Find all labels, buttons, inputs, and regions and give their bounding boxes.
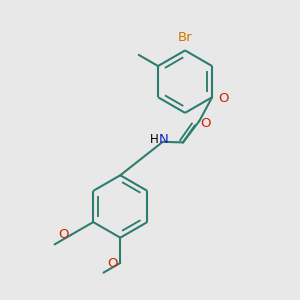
Text: Br: Br (178, 31, 192, 44)
Text: H: H (150, 133, 159, 146)
Text: O: O (218, 92, 229, 105)
Text: O: O (58, 228, 69, 241)
Text: N: N (159, 133, 169, 146)
Text: O: O (200, 117, 211, 130)
Text: O: O (107, 257, 118, 270)
